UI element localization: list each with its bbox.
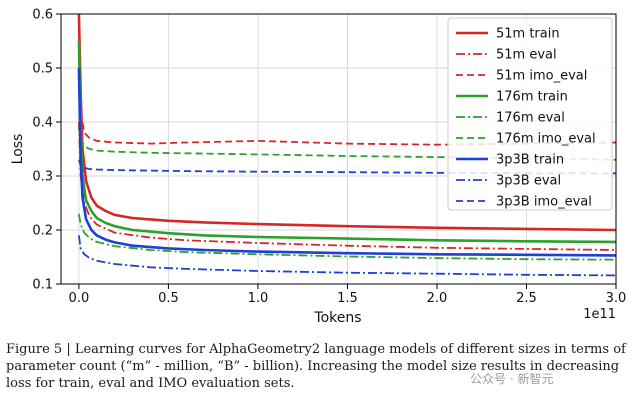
y-tick-label: 0.4 xyxy=(32,116,53,131)
y-tick-label: 0.3 xyxy=(32,170,53,185)
x-tick-label: 1.0 xyxy=(248,291,269,306)
legend-label-176m-eval: 176m eval xyxy=(496,111,565,126)
y-axis-label: Loss xyxy=(10,134,26,165)
series-lines xyxy=(77,13,617,277)
series-line-3p3b-eval xyxy=(78,235,617,277)
legend-label-51m-imo-eval: 51m imo_eval xyxy=(496,69,587,84)
series-line-51m-train xyxy=(77,13,617,232)
series-line-3p3b-train xyxy=(77,67,617,257)
series-line-3p3b-imo-eval xyxy=(78,159,616,175)
x-tick-label: 3.0 xyxy=(606,291,627,306)
x-axis-offset-label: 1e11 xyxy=(583,307,616,322)
legend-label-51m-train: 51m train xyxy=(496,27,560,42)
x-tick-label: 1.5 xyxy=(337,291,358,306)
y-tick-label: 0.5 xyxy=(32,62,53,77)
x-tick-label: 2.5 xyxy=(516,291,537,306)
legend: 51m train 51m eval 51m imo_eval 176m train 1… xyxy=(447,17,613,211)
series-line-176m-train xyxy=(77,40,617,244)
y-tick-label: 0.2 xyxy=(32,224,53,239)
axis-ticks: 0.0 0.5 1.0 1.5 2.0 2.5 3.0 0.1 0.2 0.3 0.4 0.5 0.6 xyxy=(32,8,626,307)
legend-label-176m-imo-eval: 176m imo_eval xyxy=(496,132,596,147)
watermark: 公众号 · 新智元 xyxy=(470,372,554,386)
plot-frame xyxy=(60,13,617,285)
x-tick-label: 0.5 xyxy=(158,291,179,306)
legend-label-176m-train: 176m train xyxy=(496,90,568,105)
legend-label-3p3b-imo-eval: 3p3B imo_eval xyxy=(496,195,592,210)
legend-label-3p3b-train: 3p3B train xyxy=(496,153,564,168)
y-tick-label: 0.1 xyxy=(32,278,53,293)
x-tick-label: 2.0 xyxy=(427,291,448,306)
series-line-176m-eval xyxy=(78,213,617,261)
figure-caption: Figure 5 | Learning curves for AlphaGeom… xyxy=(6,342,626,391)
legend-box xyxy=(447,17,613,211)
legend-label-3p3b-eval: 3p3B eval xyxy=(496,174,561,189)
learning-curves-chart: 0.0 0.5 1.0 1.5 2.0 2.5 3.00.10.20.30.40.50.6 … xyxy=(10,8,626,327)
y-tick-label: 0.6 xyxy=(32,8,53,23)
legend-label-51m-eval: 51m eval xyxy=(496,48,557,63)
x-tick-label: 0.0 xyxy=(69,291,90,306)
series-line-51m-imo-eval xyxy=(78,78,617,146)
x-axis-label: Tokens xyxy=(313,310,361,326)
